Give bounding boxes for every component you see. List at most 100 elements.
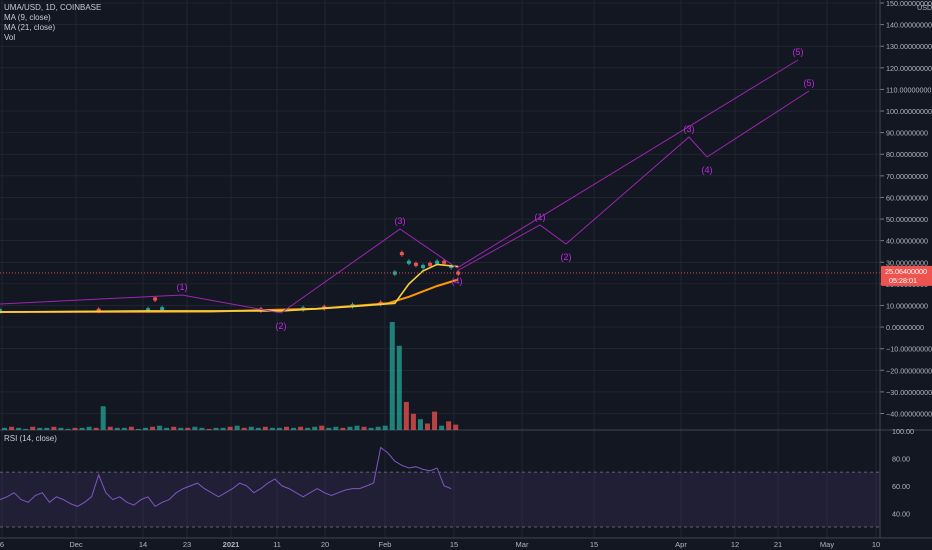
volume-bar <box>150 426 156 430</box>
volume-bar <box>298 426 304 430</box>
volume-bar <box>255 427 261 430</box>
volume-bar <box>121 427 127 430</box>
volume-bar <box>128 426 134 430</box>
volume-bar <box>23 428 29 430</box>
chart-grid <box>0 0 932 538</box>
wave-path <box>456 90 810 272</box>
volume-bar <box>403 401 409 430</box>
x-tick-label: 21 <box>774 540 782 549</box>
currency-label: USD <box>917 3 932 12</box>
ma9-line <box>0 263 459 313</box>
candle-body <box>0 309 2 313</box>
volume-bar <box>9 426 15 430</box>
x-tick-label: May <box>820 540 834 549</box>
wave-label: (1) <box>177 282 188 292</box>
volume-bar <box>432 411 438 430</box>
volume-bar <box>382 425 388 430</box>
wave-label: (1) <box>535 212 546 222</box>
rsi-tick-label: 100.00 <box>892 427 914 436</box>
rsi-legend[interactable]: RSI (14, close) <box>4 434 57 443</box>
x-tick-label: Mar <box>516 540 529 549</box>
candle-body <box>406 260 411 264</box>
volume-bar <box>135 428 141 430</box>
rsi-line <box>0 446 452 508</box>
volume-bar <box>93 427 99 430</box>
volume-bar <box>241 427 247 430</box>
volume-bar <box>284 426 289 430</box>
x-tick-label: 15 <box>450 540 458 549</box>
symbol-title[interactable]: UMA/USD, 1D, COINBASE <box>4 3 102 12</box>
volume-bar <box>354 425 360 430</box>
ma21-legend[interactable]: MA (21, close) <box>4 23 56 32</box>
rsi-tick-label: 80.00 <box>892 454 910 463</box>
volume-bar <box>72 427 78 430</box>
candle-body <box>421 265 425 269</box>
volume-bar <box>44 427 50 430</box>
volume-bar <box>417 419 423 430</box>
y-tick-label: 50.00000000 <box>886 215 928 224</box>
price-badge-bg <box>881 265 932 286</box>
volume-bar <box>262 426 268 430</box>
volume-bar <box>143 427 148 430</box>
volume-bar <box>276 427 282 430</box>
x-tick-label: 12 <box>731 540 739 549</box>
volume-bar <box>164 427 170 430</box>
candle-body <box>146 308 151 312</box>
wave-label: (3) <box>395 216 406 226</box>
volume-bar <box>269 427 275 430</box>
y-tick-label: 60.00000000 <box>886 193 928 202</box>
wave-label: (4) <box>452 276 463 286</box>
volume-bar <box>340 427 346 430</box>
y-tick-label: −40.00000000 <box>886 410 932 419</box>
x-tick-label: 11 <box>273 540 281 549</box>
volume-bar <box>199 427 205 430</box>
candle-body <box>153 297 158 301</box>
y-tick-label: 100.00000000 <box>886 107 932 116</box>
time-axis[interactable]: 6 Dec 14 23 2021 11 20 Feb 15 Mar 15 Apr 12 21 May 10 <box>0 537 932 549</box>
wave-path <box>0 59 799 314</box>
volume-bars <box>2 322 459 430</box>
wave-label: (5) <box>793 47 804 57</box>
price-badge-value: 25.06400000 <box>885 267 927 276</box>
y-tick-label: 120.00000000 <box>886 64 932 73</box>
volume-bar <box>79 427 85 430</box>
x-tick-label: 20 <box>321 540 329 549</box>
y-tick-label: 40.00000000 <box>886 237 928 246</box>
volume-bar <box>206 428 212 430</box>
rsi-band <box>0 472 880 528</box>
chart-legend: UMA/USD, 1D, COINBASE MA (9, close) MA (… <box>4 3 101 43</box>
volume-bar <box>453 424 459 430</box>
y-tick-label: −20.00000000 <box>886 366 932 375</box>
volume-bar <box>368 427 374 430</box>
y-tick-label: 140.00000000 <box>886 21 932 30</box>
candle-body <box>456 271 461 275</box>
volume-bar <box>220 427 226 430</box>
y-tick-label: 130.00000000 <box>886 42 932 51</box>
volume-bar <box>291 427 297 430</box>
wave-label: (2) <box>276 321 287 331</box>
volume-bar <box>227 426 233 430</box>
volume-bar <box>16 427 22 430</box>
elliott-wave-drawings[interactable]: (1) (2) (3) (4) (5) (1) (2) (3) (4) (5) <box>0 47 815 331</box>
volume-bar <box>312 426 318 430</box>
wave-label: (3) <box>684 124 695 134</box>
volume-bar <box>192 426 198 430</box>
x-tick-label: 14 <box>139 540 147 549</box>
ma21-line <box>0 278 459 313</box>
x-tick-label: 10 <box>872 540 880 549</box>
x-tick-label: 2021 <box>223 540 240 549</box>
volume-bar <box>58 427 64 430</box>
price-series <box>0 250 880 314</box>
volume-bar <box>100 406 106 430</box>
ma9-legend[interactable]: MA (9, close) <box>4 13 51 22</box>
volume-bar <box>185 427 191 430</box>
volume-legend[interactable]: Vol <box>4 33 16 42</box>
volume-bar <box>396 345 402 430</box>
candle-body <box>392 271 397 275</box>
x-tick-label: 6 <box>0 540 4 549</box>
wave-label: (4) <box>702 165 713 175</box>
x-tick-label: Feb <box>379 540 392 549</box>
candle-body <box>399 252 404 256</box>
